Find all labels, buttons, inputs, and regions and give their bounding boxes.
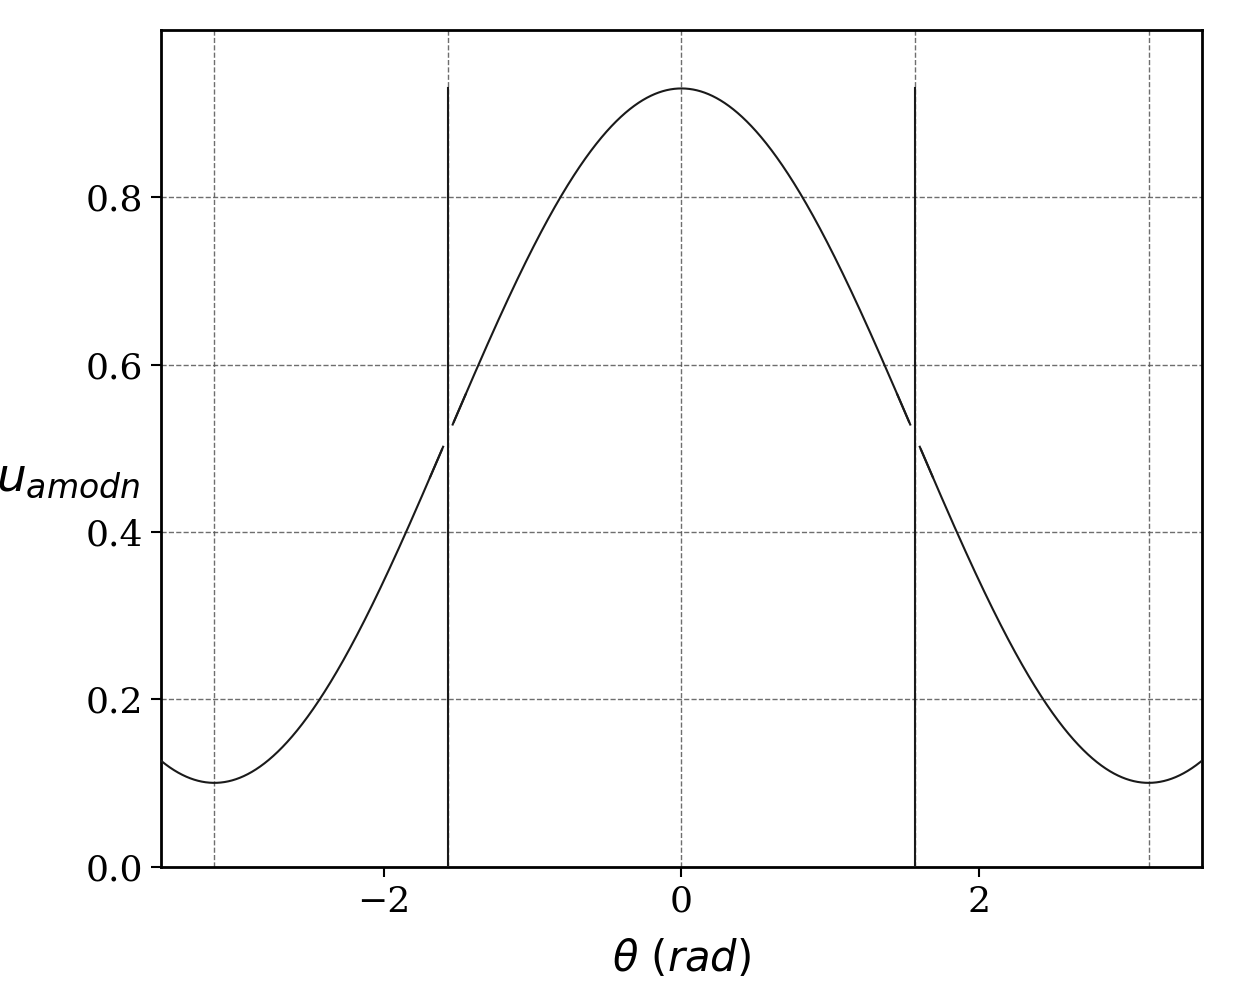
- Text: $\mathit{u}_{amodn}$: $\mathit{u}_{amodn}$: [0, 455, 140, 501]
- X-axis label: $\theta\ (rad)$: $\theta\ (rad)$: [612, 938, 751, 980]
